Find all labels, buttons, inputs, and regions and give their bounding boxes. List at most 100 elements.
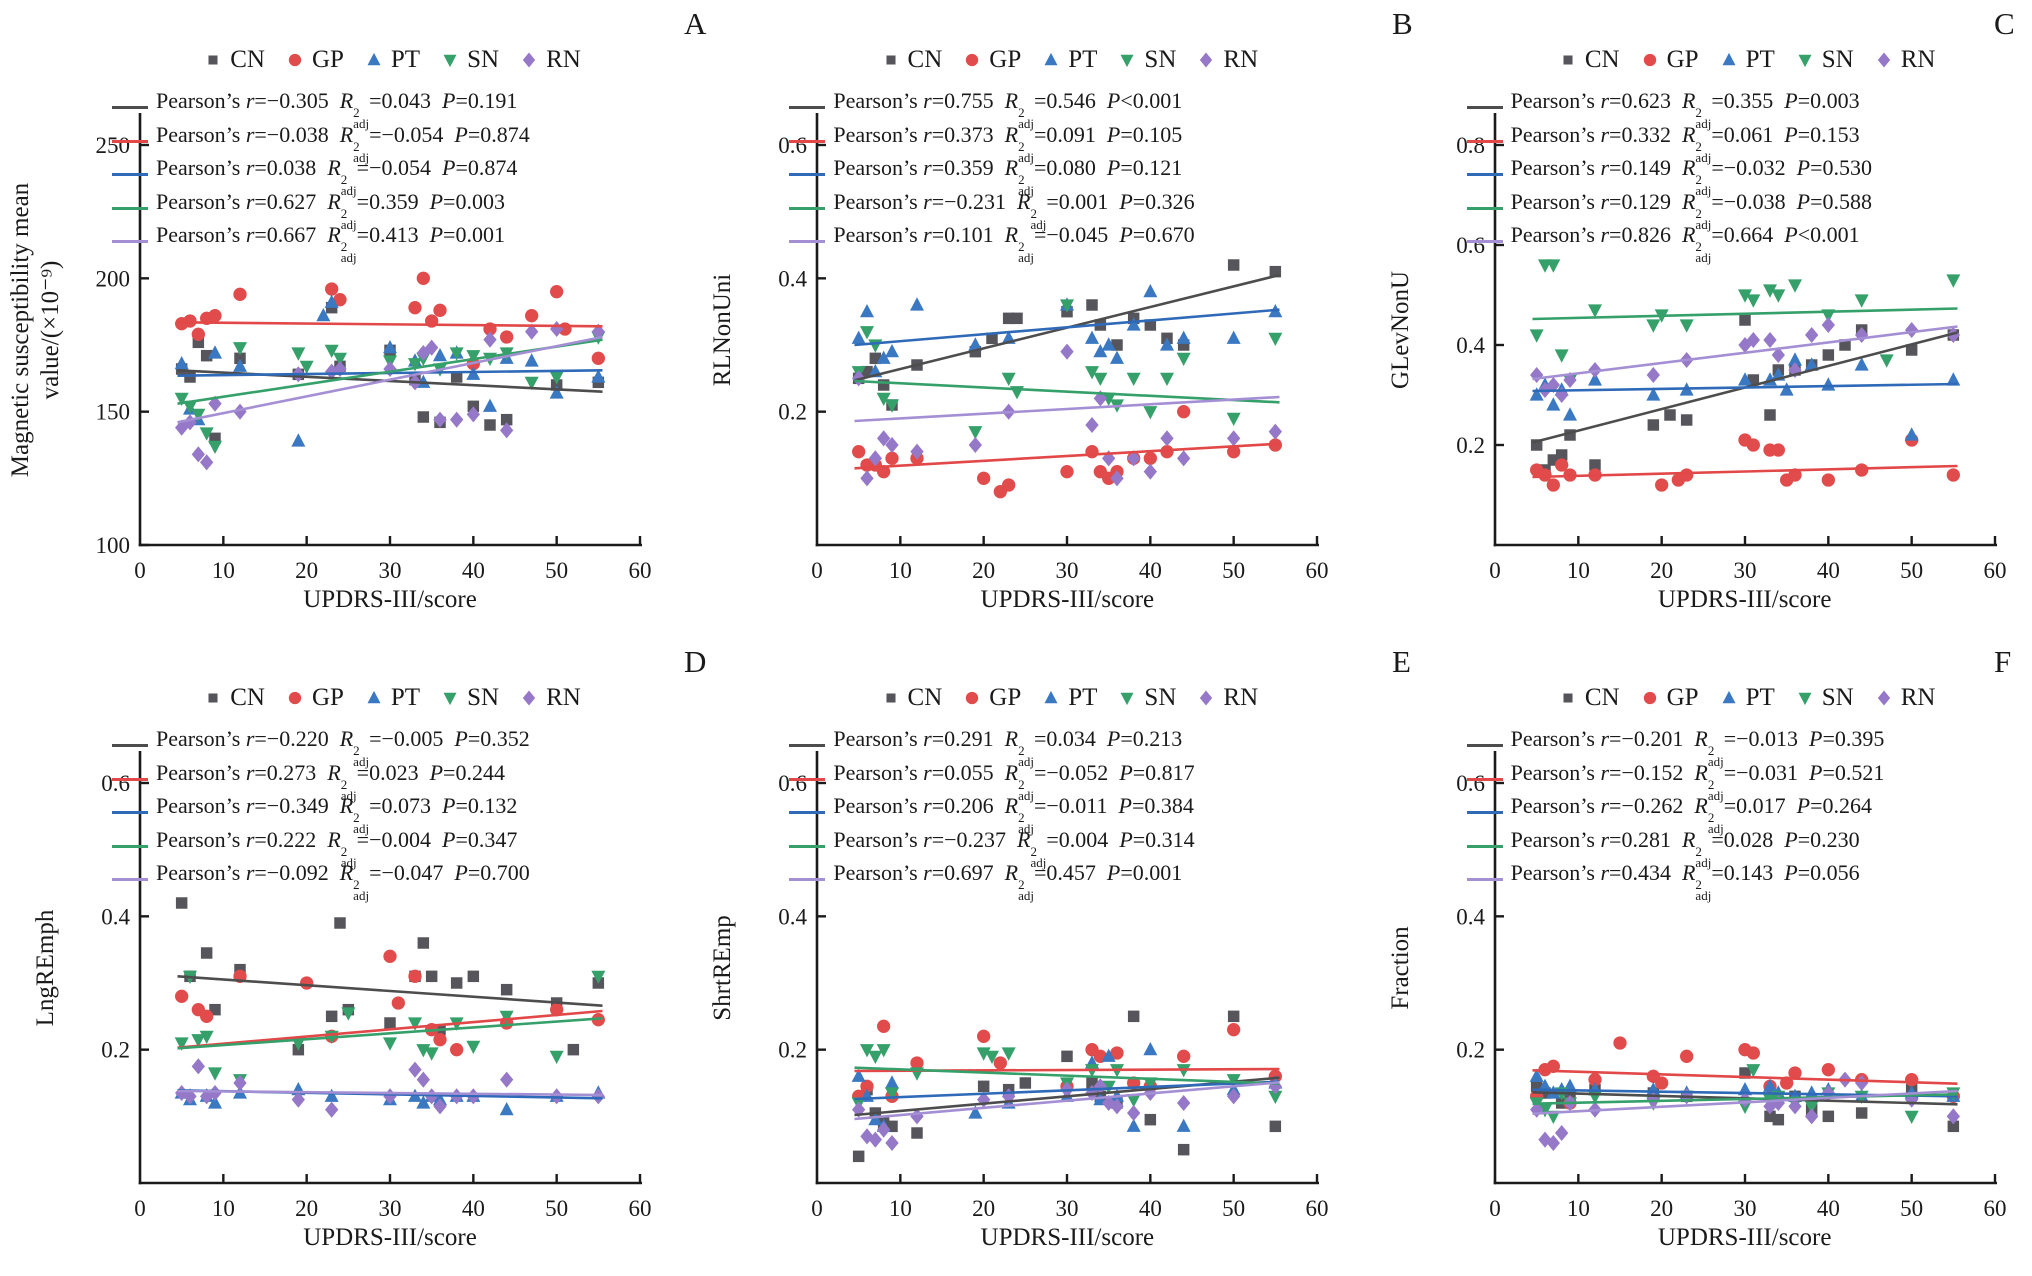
stats-row-RN: Pearson’s r=0.667 R 2 adj =0.413 P=0.001 [112, 222, 505, 265]
trend-line-GP [1532, 1069, 1958, 1085]
legend-label: GP [311, 46, 344, 73]
trend-line-GP [854, 442, 1280, 470]
stats-row-CN: Pearson’s r=0.291 R 2 adj =0.034 P=0.213 [789, 726, 1183, 769]
x-tick-label: 50 [545, 558, 568, 583]
legend: CN GP PT SN RN [1495, 684, 2000, 712]
legend-label: RN [546, 46, 581, 73]
x-tick-label: 0 [1489, 1196, 1501, 1221]
triangle-up-marker-icon [367, 52, 381, 66]
x-axis-label: UPDRS-III/score [980, 1224, 1155, 1251]
y-tick-label: 0.2 [101, 1038, 130, 1063]
trend-line-CN [177, 975, 603, 1007]
trend-line-RN [854, 1081, 1280, 1121]
stats-row-CN: Pearson’s r=0.755 R 2 adj =0.546 P<0.001 [789, 88, 1182, 130]
x-axis-label: UPDRS-III/score [1657, 586, 1832, 613]
legend-label: CN [907, 684, 943, 711]
legend: CN GP PT SN RN [140, 684, 645, 712]
panel-d: 0.2 0.4 0.6 0 10 20 30 40 50 60 UPDRS-III/score L… [0, 638, 677, 1276]
trend-line-GP [177, 1009, 603, 1049]
regression-line-sample [1466, 106, 1503, 109]
stats-row-PT: Pearson’s r=0.149 R 2 adj =−0.032 P=0.530 [1466, 155, 1872, 197]
regression-line-sample [1466, 844, 1503, 848]
square-marker-icon [886, 55, 896, 65]
legend-label: CN [230, 46, 265, 73]
legend-item-SN: SN [1796, 46, 1854, 74]
y-tick-label: 0.4 [1456, 904, 1485, 929]
legend-item-GP: GP [1641, 684, 1699, 712]
x-tick-label: 20 [295, 1196, 318, 1221]
x-tick-label: 10 [1566, 1196, 1589, 1221]
triangle-down-marker-icon [1798, 54, 1812, 68]
legend-label: PT [390, 46, 421, 73]
y-tick-label: 0.2 [1456, 1038, 1485, 1063]
pearson-stat-text: Pearson’s r=0.291 R 2 adj =0.034 P=0.213 [833, 726, 1183, 769]
panel-letter-e: E [1392, 644, 1411, 679]
legend-item-RN: RN [520, 684, 581, 712]
x-tick-label: 20 [1650, 1196, 1673, 1221]
x-tick-label: 10 [1566, 558, 1589, 583]
legend-item-CN: CN [882, 684, 943, 712]
stats-row-SN: Pearson’s r=0.627 R 2 adj =0.359 P=0.003 [112, 189, 505, 231]
panel-letter-f: F [1994, 644, 2012, 679]
pearson-stat-text: Pearson’s r=0.826 R 2 adj =0.664 P<0.001 [1510, 222, 1860, 265]
panel-c: 0.2 0.4 0.6 0.8 0 10 20 30 40 50 60 UPDRS-III/scor… [1355, 0, 2032, 638]
square-marker-icon [1563, 55, 1573, 65]
pearson-stat-text: Pearson’s r=0.697 R 2 adj =0.457 P=0.001 [833, 860, 1183, 903]
y-axis-label: Fraction [1386, 926, 1414, 1010]
y-tick-label: 0.6 [101, 771, 130, 796]
regression-line-sample [1466, 206, 1503, 210]
regression-line-sample [112, 173, 148, 176]
legend-item-CN: CN [204, 46, 265, 74]
legend-item-SN: SN [1118, 46, 1176, 74]
x-tick-label: 50 [1900, 558, 1923, 583]
x-tick-label: 40 [462, 1196, 485, 1221]
axes: 0.2 0.4 0.6 0 10 20 30 40 50 60 [779, 751, 1329, 1221]
diamond-marker-icon [1200, 690, 1213, 706]
x-tick-label: 40 [462, 558, 485, 583]
triangle-up-marker-icon [1722, 52, 1736, 66]
trend-line-GP [177, 321, 603, 328]
y-tick-label: 0.6 [779, 771, 808, 796]
regression-line-sample [789, 106, 826, 109]
plot-area-a: 100 150 200 250 0 10 20 30 40 50 60 [96, 113, 652, 583]
regression-line-sample [789, 139, 826, 143]
legend-label: RN [1900, 46, 1936, 73]
legend-item-CN: CN [1559, 46, 1620, 74]
stats-row-PT: Pearson’s r=0.206 R 2 adj =−0.011 P=0.384 [789, 793, 1194, 835]
square-marker-icon [886, 693, 896, 703]
legend-item-PT: PT [1720, 684, 1775, 712]
regression-line-sample [789, 240, 826, 243]
trend-line-RN [1532, 1089, 1958, 1115]
x-tick-label: 30 [379, 558, 402, 583]
legend-label: PT [1068, 684, 1098, 711]
series-RN [175, 320, 605, 471]
trend-line-SN [1532, 307, 1958, 321]
legend: CN GP PT SN RN [817, 684, 1322, 712]
pearson-stat-text: Pearson’s r=−0.092 R 2 adj =−0.047 P=0.700 [156, 860, 530, 903]
stats-row-RN: Pearson’s r=0.434 R 2 adj =0.143 P=0.056 [1466, 860, 1860, 902]
legend-label: PT [1745, 46, 1775, 73]
stats-row-CN: Pearson’s r=0.623 R 2 adj =0.355 P=0.003 [1466, 88, 1860, 130]
stats-row-PT: Pearson’s r=0.038 R 2 adj =−0.054 P=0.874 [112, 155, 517, 197]
x-tick-label: 60 [1306, 1196, 1329, 1221]
legend: CN GP PT SN RN [140, 46, 645, 74]
y-axis-label: RLNonUni [709, 273, 737, 387]
regression-line-sample [789, 173, 826, 176]
regression-line-sample [112, 139, 148, 143]
legend-item-SN: SN [1118, 684, 1176, 712]
pearson-stat-text: Pearson’s r=0.667 R 2 adj =0.413 P=0.001 [156, 222, 505, 265]
x-tick-label: 50 [1900, 1196, 1923, 1221]
legend-label: RN [1900, 684, 1936, 711]
circle-marker-icon [966, 53, 979, 67]
trend-line-PT [1532, 382, 1958, 393]
regression-line-sample [789, 777, 826, 781]
x-tick-label: 40 [1139, 558, 1162, 583]
x-tick-label: 50 [1222, 1196, 1245, 1221]
legend-label: CN [1584, 46, 1620, 73]
y-tick-label: 0.6 [1456, 771, 1485, 796]
y-tick-label: 150 [96, 400, 131, 425]
plot-area-f: 0.2 0.4 0.6 0 10 20 30 40 50 60 [1456, 751, 2006, 1221]
series-CN [853, 259, 1282, 411]
circle-marker-icon [288, 53, 302, 67]
panel-letter-c: C [1994, 6, 2015, 41]
